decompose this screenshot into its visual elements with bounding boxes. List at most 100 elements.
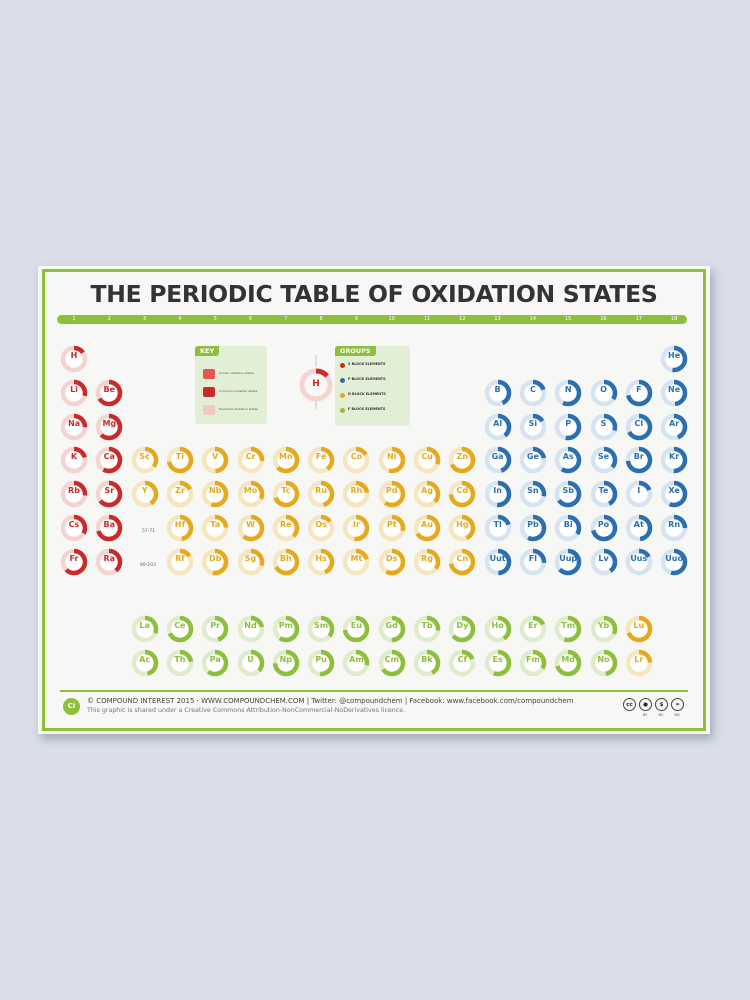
element-sg: Sg — [237, 548, 265, 576]
element-rg: Rg — [413, 548, 441, 576]
oxidation-ring — [590, 514, 617, 542]
element-symbol: Ho — [491, 621, 504, 631]
oxidation-ring — [96, 447, 123, 474]
oxidation-ring — [378, 616, 405, 643]
oxidation-ring — [378, 514, 405, 542]
poster-canvas: THE PERIODIC TABLE OF OXIDATION STATES 1… — [38, 266, 710, 734]
key-swatch-predicted — [203, 405, 215, 415]
element-fr: Fr — [60, 548, 88, 576]
element-nd: Nd — [237, 615, 265, 643]
oxidation-ring — [60, 413, 88, 440]
element-symbol: Ac — [139, 655, 151, 665]
element-lv: Lv — [590, 548, 618, 576]
f-block-label: F BLOCK ELEMENTS — [348, 407, 386, 411]
element-symbol: Sc — [139, 452, 150, 462]
oxidation-ring — [660, 480, 688, 508]
element-he: He — [660, 345, 688, 373]
group-number: 8 — [319, 316, 323, 322]
element-pr: Pr — [201, 615, 229, 643]
element-symbol: P — [565, 418, 572, 428]
cc-by-icon: ● — [639, 698, 652, 711]
element-symbol: Na — [67, 418, 81, 428]
key-heading: KEY — [195, 346, 220, 356]
actinide-range-label: 89-103 — [140, 563, 156, 568]
element-mn: Mn — [272, 446, 300, 474]
element-ce: Ce — [166, 615, 194, 643]
oxidation-ring — [343, 447, 370, 474]
element-symbol: Si — [528, 418, 538, 428]
f-block-dot — [340, 408, 345, 413]
element-symbol: Ar — [669, 418, 680, 428]
element-ir: Ir — [342, 514, 370, 542]
oxidation-ring — [378, 548, 405, 576]
oxidation-ring — [554, 514, 582, 542]
element-p: P — [554, 413, 582, 441]
oxidation-ring — [660, 548, 688, 576]
element-li: Li — [60, 379, 88, 407]
oxidation-ring — [201, 480, 229, 508]
element-er: Er — [519, 615, 547, 643]
element-md: Md — [554, 649, 582, 677]
element-h: H — [60, 345, 88, 373]
oxidation-ring — [201, 616, 229, 643]
element-symbol: Dy — [456, 621, 469, 631]
element-symbol: Al — [493, 418, 503, 428]
element-ds: Ds — [378, 548, 406, 576]
groups-panel: GROUPS S BLOCK ELEMENTS P BLOCK ELEMENTS… — [335, 346, 410, 426]
oxidation-ring — [60, 514, 88, 542]
element-tm: Tm — [554, 615, 582, 643]
element-symbol: Cs — [68, 520, 80, 529]
oxidation-ring — [660, 413, 688, 440]
element-uup: Uup — [554, 548, 582, 576]
cc-nd-icon: = — [671, 698, 684, 711]
oxidation-ring — [413, 480, 441, 508]
element-symbol: Ne — [668, 384, 681, 394]
element-f: F — [625, 379, 653, 407]
oxidation-ring — [343, 649, 370, 677]
element-symbol: Er — [528, 621, 538, 631]
oxidation-ring — [590, 548, 617, 576]
element-ti: Ti — [166, 446, 194, 474]
oxidation-ring — [307, 480, 335, 508]
element-rb: Rb — [60, 480, 88, 508]
oxidation-ring — [272, 514, 300, 542]
element-te: Te — [590, 480, 618, 508]
element-symbol: Sm — [314, 621, 329, 631]
element-si: Si — [519, 413, 547, 441]
element-symbol: Ra — [103, 553, 116, 563]
element-bk: Bk — [413, 649, 441, 677]
element-symbol: No — [597, 655, 610, 665]
element-uus: Uus — [625, 548, 653, 576]
oxidation-ring — [272, 447, 300, 474]
element-xe: Xe — [660, 480, 688, 508]
element-symbol: Yb — [597, 621, 610, 631]
element-y: Y — [131, 480, 159, 508]
key-example-symbol: H — [312, 379, 320, 389]
element-symbol: K — [70, 452, 78, 462]
oxidation-ring — [60, 480, 88, 508]
element-pa: Pa — [201, 649, 229, 677]
key-swatch-known — [203, 369, 215, 379]
key-item-known: Known oxidation states — [203, 368, 265, 380]
element-np: Np — [272, 649, 300, 677]
oxidation-ring — [519, 548, 547, 576]
group-number: 16 — [600, 316, 607, 322]
element-symbol: F — [636, 384, 642, 394]
group-number: 4 — [178, 316, 182, 322]
element-symbol: Md — [561, 655, 576, 665]
oxidation-ring — [166, 649, 194, 677]
element-symbol: Pr — [210, 621, 221, 631]
oxidation-ring — [590, 649, 617, 677]
oxidation-ring — [378, 447, 405, 474]
oxidation-ring — [307, 514, 335, 542]
compound-interest-logo: Ci — [63, 698, 80, 715]
element-symbol: Nb — [208, 486, 222, 496]
element-symbol: Rg — [421, 553, 433, 563]
element-zn: Zn — [448, 446, 476, 474]
element-symbol: Uuo — [665, 553, 683, 563]
oxidation-ring — [484, 447, 511, 474]
element-mo: Mo — [237, 480, 265, 508]
oxidation-ring — [449, 514, 476, 542]
element-symbol: Ge — [526, 452, 539, 462]
oxidation-ring — [484, 649, 511, 677]
